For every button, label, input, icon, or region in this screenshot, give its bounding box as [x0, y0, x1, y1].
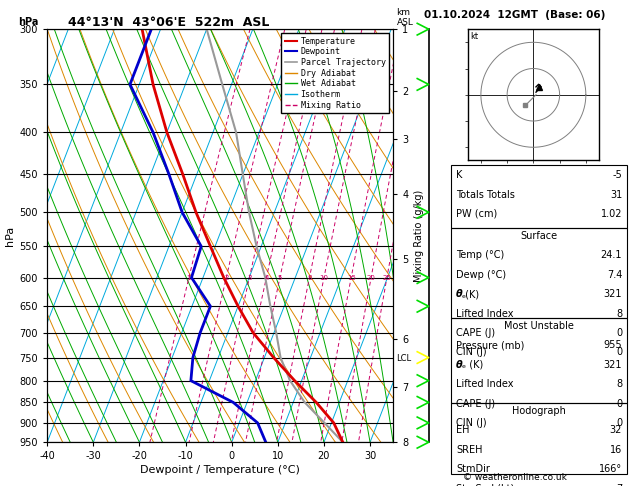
Text: Totals Totals: Totals Totals: [456, 190, 515, 200]
Text: 3: 3: [247, 275, 252, 280]
Text: StmSpd (kt): StmSpd (kt): [456, 484, 514, 486]
Text: kt: kt: [470, 32, 479, 41]
Text: 0: 0: [616, 418, 622, 428]
Text: -5: -5: [613, 170, 622, 180]
Text: ₑ(K): ₑ(K): [462, 289, 480, 299]
Text: Pressure (mb): Pressure (mb): [456, 340, 525, 350]
Text: 955: 955: [604, 340, 622, 350]
Text: 10: 10: [320, 275, 328, 280]
Text: 166°: 166°: [599, 464, 622, 474]
Text: 31: 31: [610, 190, 622, 200]
Y-axis label: hPa: hPa: [6, 226, 15, 246]
Text: 1: 1: [187, 275, 191, 280]
Text: 01.10.2024  12GMT  (Base: 06): 01.10.2024 12GMT (Base: 06): [425, 10, 606, 20]
Text: SREH: SREH: [456, 445, 482, 455]
Text: θ: θ: [456, 289, 463, 299]
Text: 321: 321: [604, 289, 622, 299]
Text: 1.02: 1.02: [601, 209, 622, 219]
Text: Surface: Surface: [520, 231, 558, 241]
Text: 0: 0: [616, 347, 622, 358]
Text: 25: 25: [382, 275, 391, 280]
Text: 20: 20: [367, 275, 376, 280]
Text: Lifted Index: Lifted Index: [456, 379, 513, 389]
Text: 5: 5: [278, 275, 282, 280]
Text: CAPE (J): CAPE (J): [456, 328, 495, 338]
Text: θ: θ: [456, 360, 463, 370]
Text: km
ASL: km ASL: [397, 8, 413, 27]
Bar: [452, 228, 626, 318]
Text: 0: 0: [616, 399, 622, 409]
Text: K: K: [456, 170, 462, 180]
Text: Lifted Index: Lifted Index: [456, 309, 513, 319]
Text: 16: 16: [610, 445, 622, 455]
Text: 8: 8: [616, 309, 622, 319]
Text: EH: EH: [456, 425, 469, 435]
Text: © weatheronline.co.uk: © weatheronline.co.uk: [463, 473, 567, 482]
Text: 8: 8: [616, 379, 622, 389]
Y-axis label: Mixing Ratio (g/kg): Mixing Ratio (g/kg): [414, 190, 424, 282]
Text: 7: 7: [616, 484, 622, 486]
Bar: [452, 318, 626, 403]
Text: 4: 4: [264, 275, 269, 280]
Text: ₑ (K): ₑ (K): [462, 360, 483, 370]
Text: LCL: LCL: [397, 354, 412, 363]
Text: CIN (J): CIN (J): [456, 347, 487, 358]
Text: 8: 8: [307, 275, 312, 280]
Text: 44°13'N  43°06'E  522m  ASL: 44°13'N 43°06'E 522m ASL: [68, 16, 269, 29]
Text: 321: 321: [604, 360, 622, 370]
Text: Temp (°C): Temp (°C): [456, 250, 504, 260]
Text: 24.1: 24.1: [601, 250, 622, 260]
X-axis label: Dewpoint / Temperature (°C): Dewpoint / Temperature (°C): [140, 466, 300, 475]
Text: hPa: hPa: [18, 17, 38, 27]
Text: 15: 15: [347, 275, 355, 280]
Text: CIN (J): CIN (J): [456, 418, 487, 428]
Text: Most Unstable: Most Unstable: [504, 321, 574, 331]
Bar: [452, 165, 626, 228]
Text: 32: 32: [610, 425, 622, 435]
Text: Dewp (°C): Dewp (°C): [456, 270, 506, 280]
Bar: [452, 403, 626, 474]
Text: 7.4: 7.4: [607, 270, 622, 280]
Text: 0: 0: [616, 328, 622, 338]
Text: CAPE (J): CAPE (J): [456, 399, 495, 409]
Text: StmDir: StmDir: [456, 464, 490, 474]
Text: 2: 2: [224, 275, 228, 280]
Legend: Temperature, Dewpoint, Parcel Trajectory, Dry Adiabat, Wet Adiabat, Isotherm, Mi: Temperature, Dewpoint, Parcel Trajectory…: [281, 34, 389, 113]
Text: PW (cm): PW (cm): [456, 209, 497, 219]
Text: Hodograph: Hodograph: [512, 406, 566, 416]
